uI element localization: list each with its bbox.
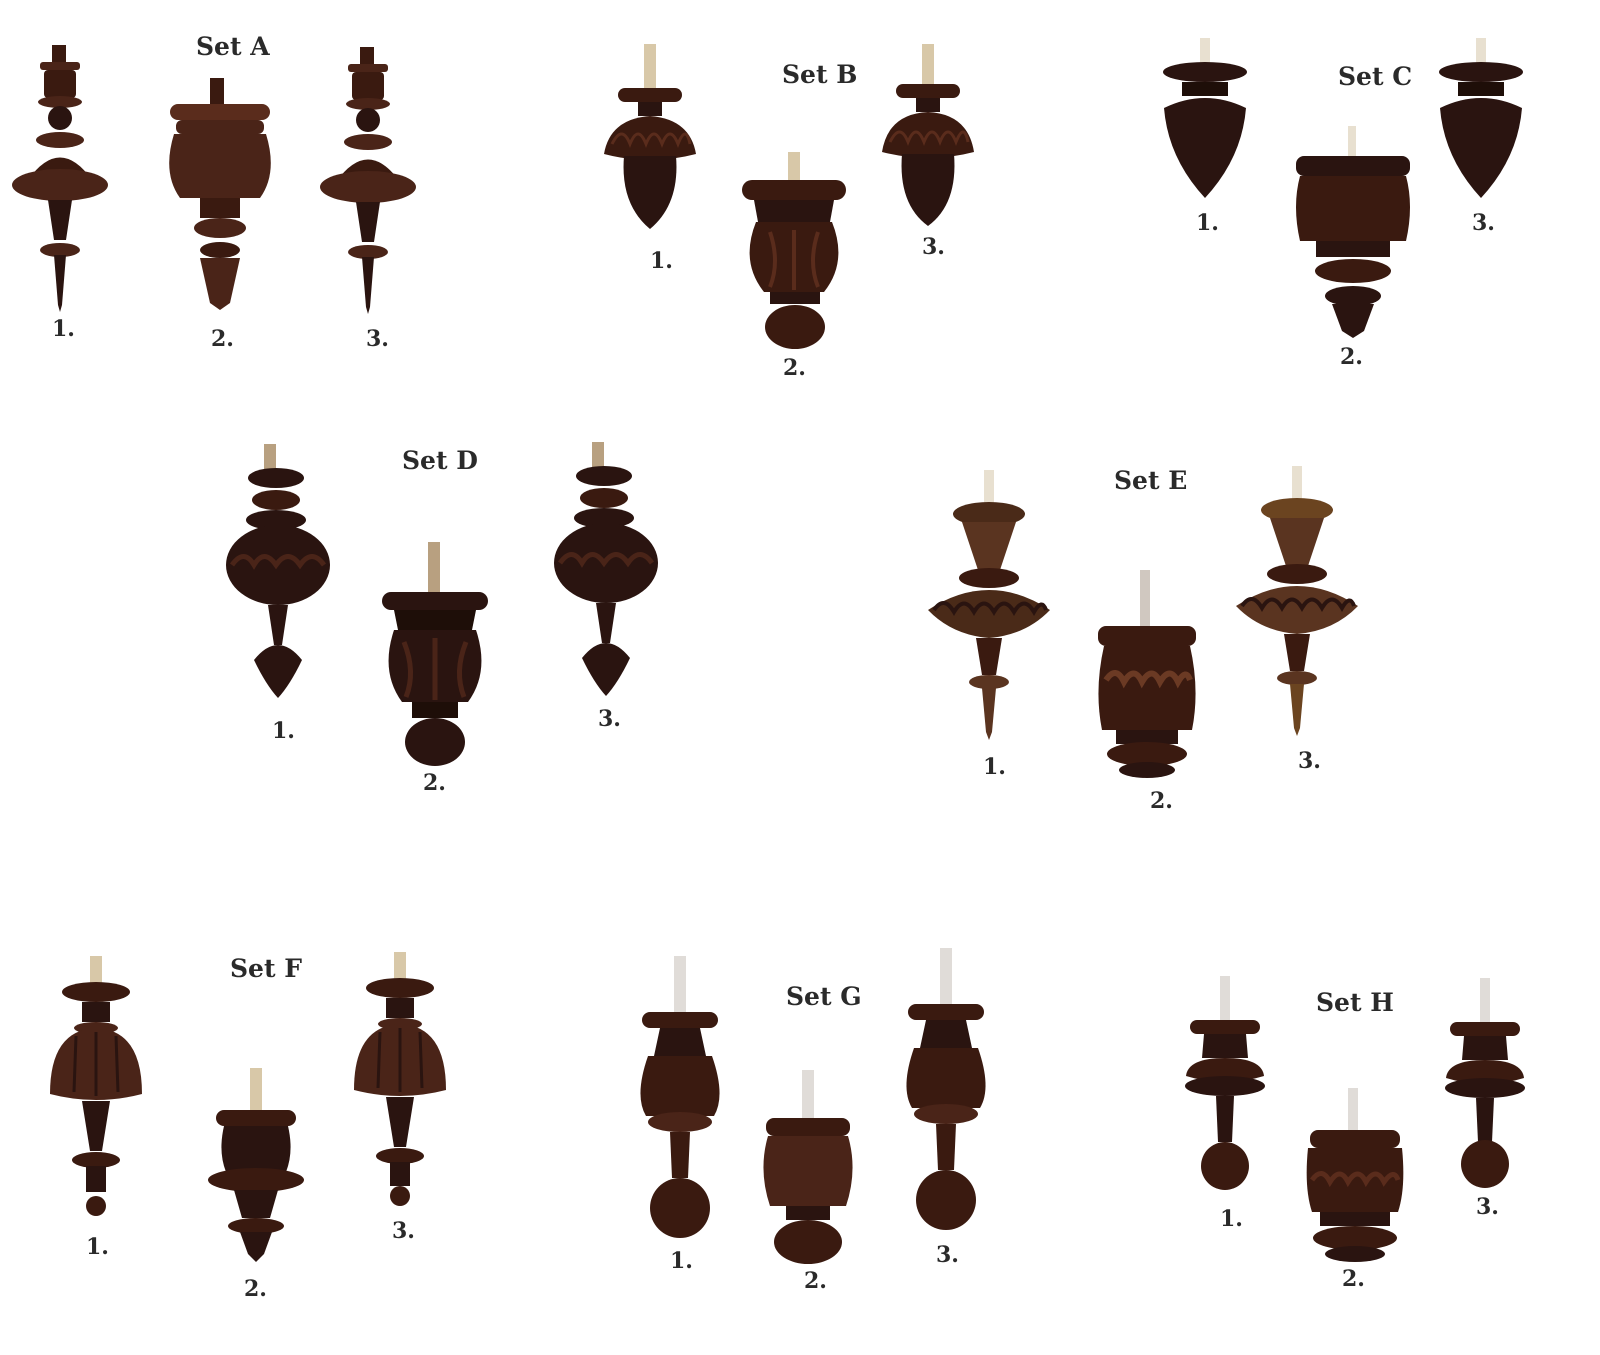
finial-b1-image [604,44,696,229]
set-e-title: Set E [1114,466,1188,495]
set-d-item-2-label: 2. [423,770,446,796]
set-h-title: Set H [1316,988,1394,1017]
set-c-title: Set C [1338,62,1413,91]
set-b-item-1-label: 1. [650,248,673,274]
finial-b3-image [882,44,974,226]
set-c-item-1-label: 1. [1196,210,1219,236]
set-d-item-1-label: 1. [272,718,295,744]
finial-f3-image [354,952,446,1206]
set-a-title: Set A [196,32,270,61]
set-d-item-3-label: 3. [598,706,621,732]
finial-d2-image [382,542,488,766]
finial-e3-image [1236,466,1358,736]
set-g-title: Set G [786,982,862,1011]
set-e-item-3-label: 3. [1298,748,1321,774]
set-h-item-1-label: 1. [1220,1206,1243,1232]
set-e-item-1-label: 1. [983,754,1006,780]
set-d-title: Set D [402,446,478,475]
set-g-item-2-label: 2. [804,1268,827,1294]
finial-e2-image [1098,570,1196,778]
finial-g3-image [906,948,986,1230]
set-f-title: Set F [230,954,302,983]
set-f-item-1-label: 1. [86,1234,109,1260]
set-f-item-3-label: 3. [392,1218,415,1244]
finial-d3-image [554,442,658,696]
set-g-item-1-label: 1. [670,1248,693,1274]
finial-h3-image [1445,978,1525,1188]
finial-c2-image [1296,126,1410,338]
set-f-item-2-label: 2. [244,1276,267,1302]
set-b-item-3-label: 3. [922,234,945,260]
finial-g1-image [640,956,720,1238]
finial-d1-image [226,444,330,698]
set-h-item-2-label: 2. [1342,1266,1365,1292]
finial-e1-image [928,470,1050,740]
set-g-item-3-label: 3. [936,1242,959,1268]
finial-f1-image [50,956,142,1216]
set-h-item-3-label: 3. [1476,1194,1499,1220]
set-b-item-2-label: 2. [783,355,806,381]
set-a-item-1-label: 1. [52,316,75,342]
finial-f2-image [208,1068,304,1262]
set-c-item-3-label: 3. [1472,210,1495,236]
finial-a1-image [12,45,108,312]
finial-c1-image [1163,38,1247,198]
set-a-item-3-label: 3. [366,326,389,352]
set-a-item-2-label: 2. [211,326,234,352]
finial-b2-image [742,152,846,349]
finial-h1-image [1185,976,1265,1190]
finial-h2-image [1306,1088,1404,1262]
set-b-title: Set B [782,60,858,89]
finial-g2-image [763,1070,853,1264]
finial-c3-image [1439,38,1523,198]
finial-a3-image [320,47,416,314]
set-e-item-2-label: 2. [1150,788,1173,814]
set-c-item-2-label: 2. [1340,344,1363,370]
finial-a2-image [169,78,271,310]
